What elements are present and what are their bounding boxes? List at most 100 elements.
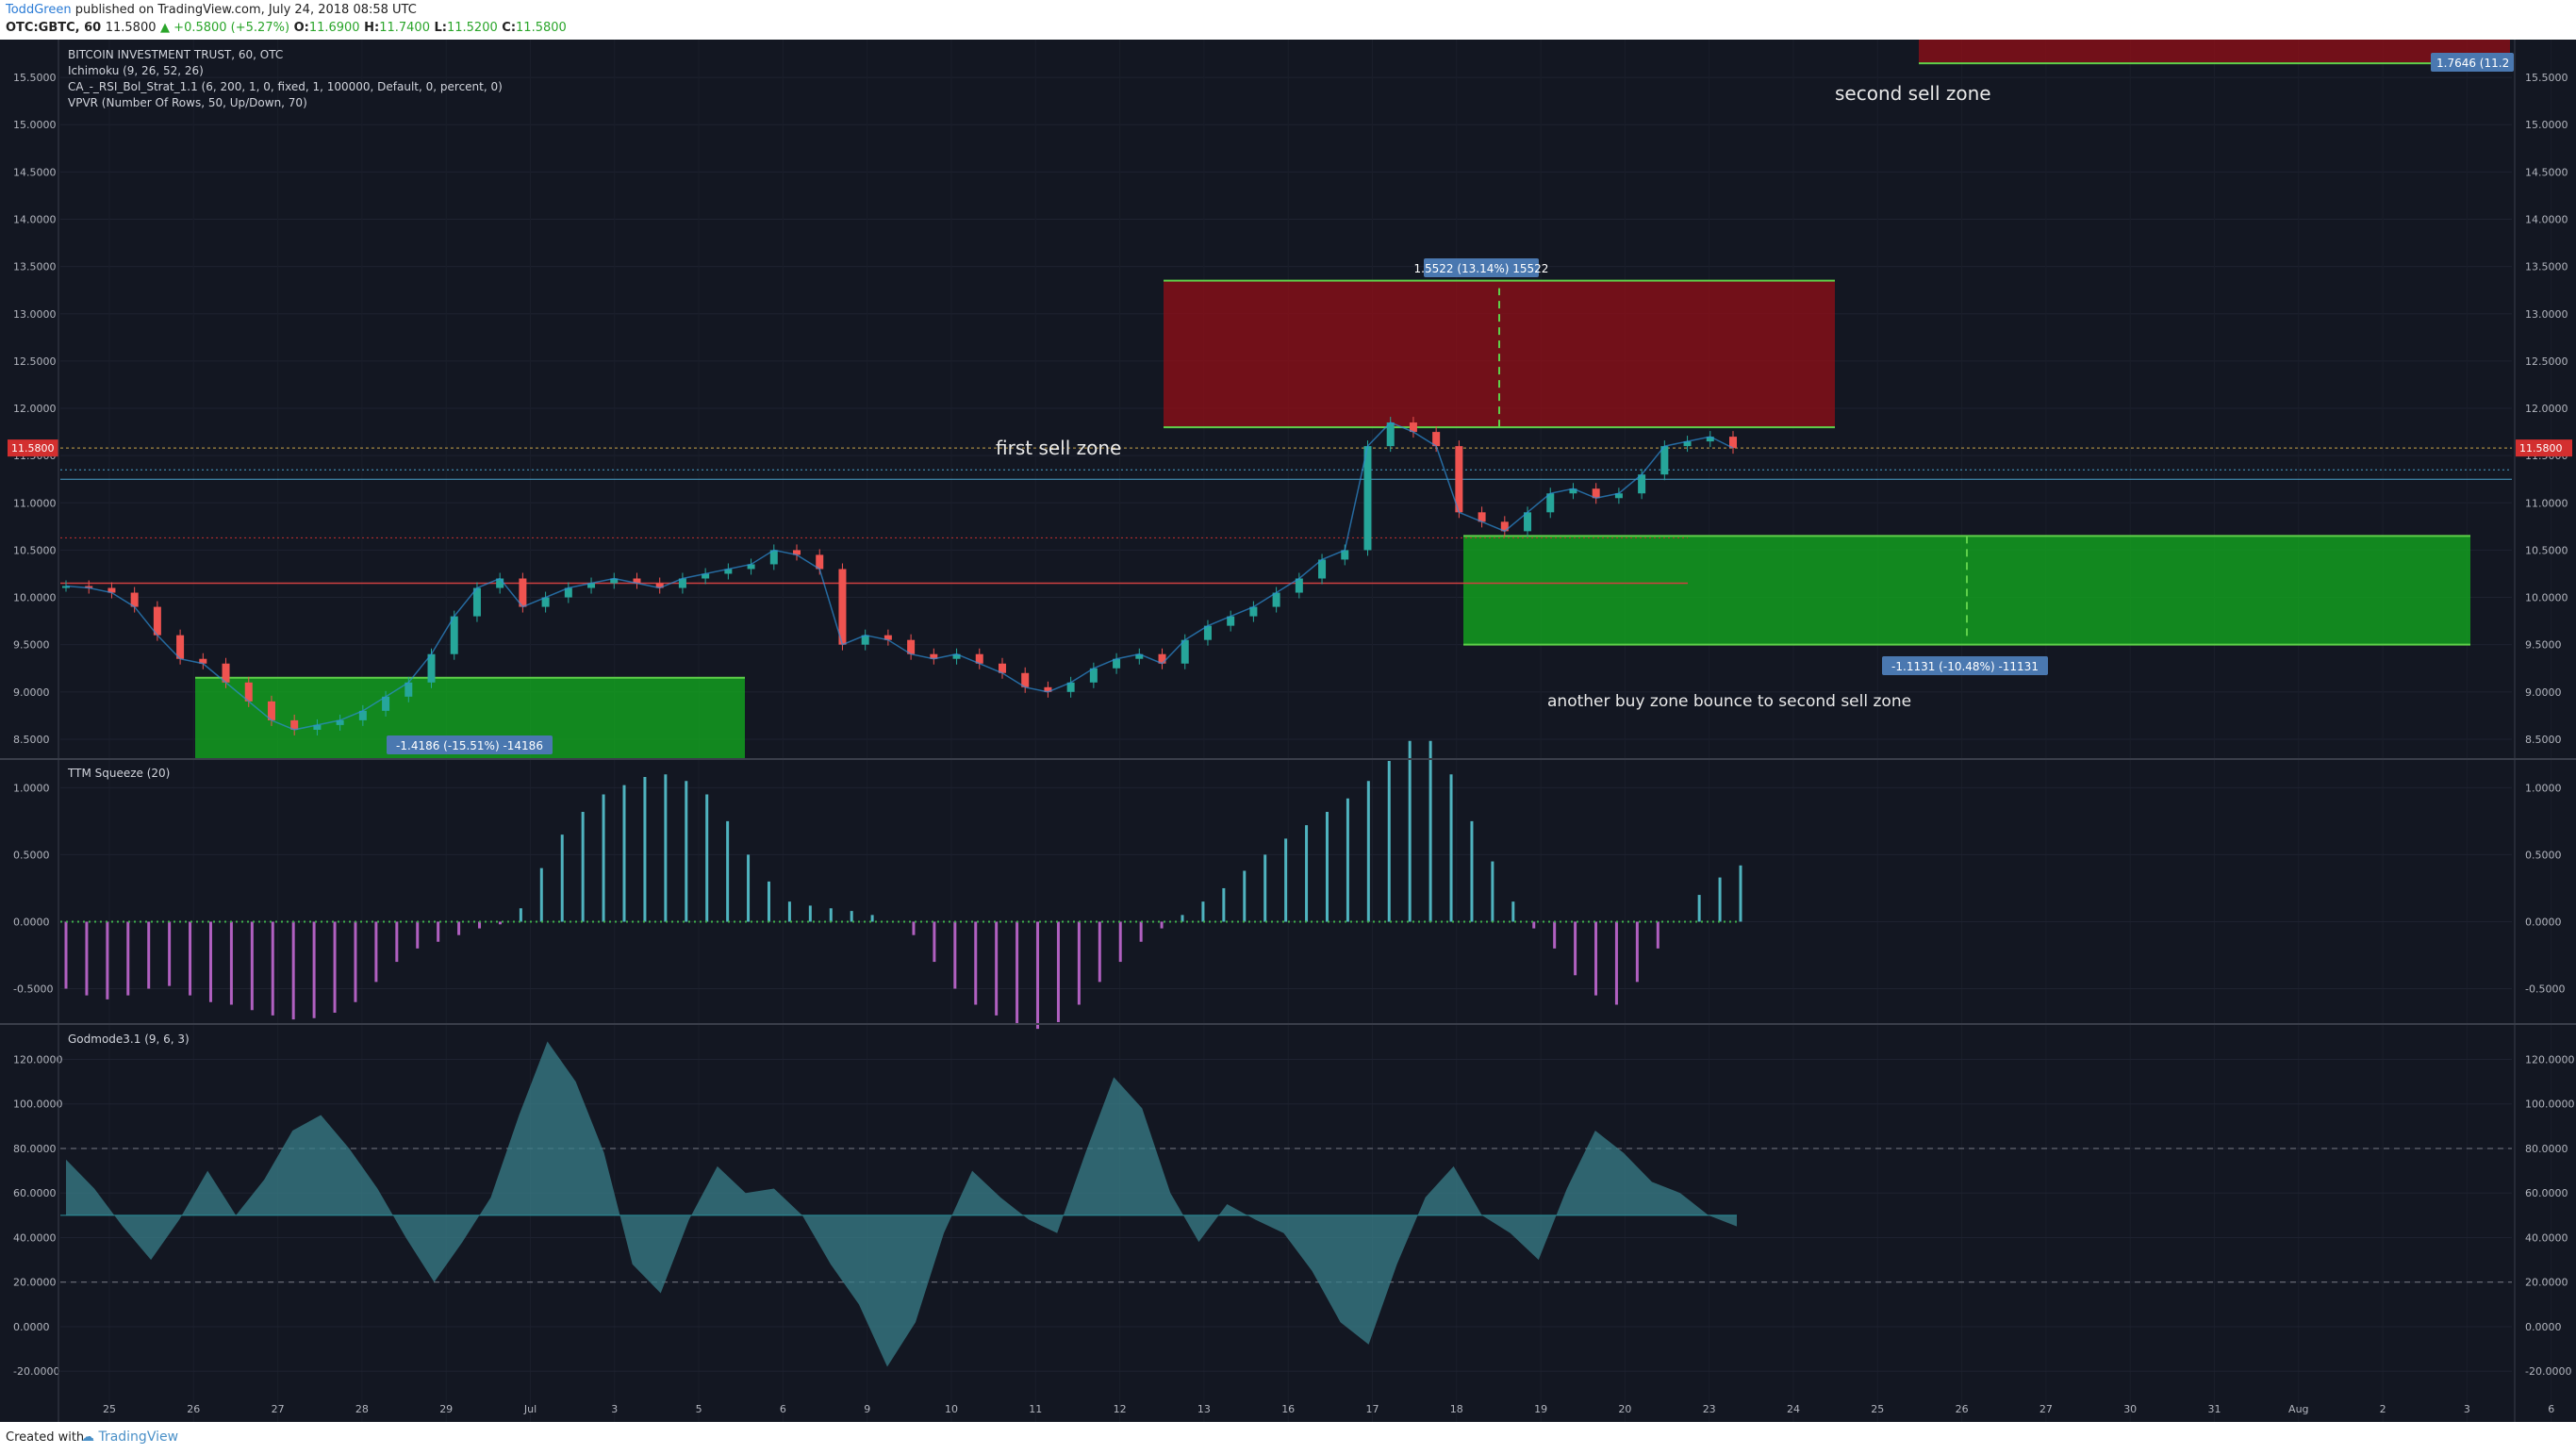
price-tick-right: 8.5000	[2525, 734, 2562, 746]
price-tick-right: 9.5000	[2525, 639, 2562, 652]
candle-body	[1249, 606, 1258, 617]
last-price: 11.5800	[105, 21, 157, 35]
time-tick: 26	[187, 1403, 200, 1415]
ttm-tick-left: -0.5000	[13, 983, 53, 995]
candle-body	[1614, 493, 1623, 499]
candle-body	[907, 639, 916, 654]
legend-godmode[interactable]: Godmode3.1 (9, 6, 3)	[68, 1033, 190, 1046]
publish-line: ToddGreen published on TradingView.com, …	[6, 3, 417, 17]
candle-body	[1089, 668, 1098, 683]
measure-down-badge[interactable]: -1.1131 (-10.48%) -11131	[1882, 656, 2048, 675]
footer: Created with ☁ TradingView	[0, 1422, 2576, 1454]
time-tick: 6	[2548, 1403, 2554, 1415]
price-tick-left: 14.5000	[13, 166, 57, 178]
candle-body	[267, 701, 275, 720]
candle-body	[747, 564, 755, 570]
another-buy-zone-label[interactable]: another buy zone bounce to second sell z…	[1547, 692, 1911, 711]
measure-left-badge[interactable]: -1.4186 (-15.51%) -14186	[387, 735, 553, 754]
svg-text:-1.1131 (-10.48%) -11131: -1.1131 (-10.48%) -11131	[1891, 660, 2039, 673]
godmode-tick-right: 40.0000	[2525, 1231, 2568, 1244]
candle-body	[1158, 653, 1166, 664]
publish-header: ToddGreen published on TradingView.com, …	[0, 0, 2576, 40]
time-tick: 27	[272, 1403, 285, 1415]
candle-body	[952, 653, 961, 659]
price-tag-left-text: 11.5800	[11, 442, 55, 454]
time-tick: 3	[611, 1403, 618, 1415]
legend-ttm[interactable]: TTM Squeeze (20)	[67, 767, 170, 780]
ttm-tick-right: -0.5000	[2525, 983, 2565, 995]
time-tick: 11	[1029, 1403, 1042, 1415]
candle-body	[1432, 432, 1441, 447]
godmode-tick-right: 80.0000	[2525, 1143, 2568, 1155]
published-text: published on TradingView.com, July 24, 2…	[74, 3, 417, 17]
candle-body	[107, 587, 116, 593]
symbol-label: OTC:GBTC, 60	[6, 21, 102, 35]
candle-body	[633, 578, 641, 584]
godmode-tick-left: 20.0000	[13, 1277, 57, 1289]
price-tick-left: 8.5000	[13, 734, 50, 746]
chart-canvas[interactable]: 8.5000 8.5000 9.0000 9.0000 9.5000 9.5000 10.0…	[0, 40, 2576, 1422]
candle-body	[1044, 686, 1052, 692]
ohlc-open: O:11.6900	[293, 21, 360, 35]
candle-body	[450, 616, 458, 654]
sell-zone	[1919, 40, 2510, 64]
price-tick-left: 10.5000	[13, 544, 57, 556]
godmode-tick-left: 80.0000	[13, 1143, 57, 1155]
price-tick-right: 12.0000	[2525, 403, 2568, 415]
candle-body	[724, 569, 733, 574]
measure-top-badge[interactable]: 1.7646 (11.2	[2431, 53, 2514, 72]
time-tick: 12	[1114, 1403, 1127, 1415]
author-link[interactable]: ToddGreen	[6, 3, 72, 17]
legend-ichimoku[interactable]: Ichimoku (9, 26, 52, 26)	[68, 64, 204, 77]
price-tick-left: 15.0000	[13, 119, 57, 131]
candle-body	[244, 682, 253, 702]
candle-body	[1638, 474, 1646, 494]
candle-body	[1272, 592, 1280, 607]
price-tag-right-text: 11.5800	[2519, 442, 2563, 454]
godmode-tick-right: 100.0000	[2525, 1099, 2575, 1111]
candle-body	[290, 719, 299, 730]
candle-body	[678, 578, 686, 588]
price-tick-right: 15.5000	[2525, 72, 2568, 84]
time-tick: 28	[355, 1403, 369, 1415]
candle-body	[222, 663, 230, 683]
time-tick: 2	[2380, 1403, 2386, 1415]
legend-vpvr[interactable]: VPVR (Number Of Rows, 50, Up/Down, 70)	[68, 96, 307, 109]
candle-body	[1478, 512, 1486, 522]
legend-strategy[interactable]: CA_-_RSI_Bol_Strat_1.1 (6, 200, 1, 0, fi…	[68, 80, 503, 93]
second-sell-zone-label[interactable]: second sell zone	[1835, 82, 1991, 105]
ttm-tick-left: 1.0000	[13, 782, 50, 794]
candle-body	[769, 550, 778, 565]
candle-body	[405, 682, 413, 697]
created-with-text: Created with	[6, 1430, 85, 1445]
measure-up-badge[interactable]: 1.5522 (13.14%) 15522	[1414, 258, 1549, 277]
time-tick: 6	[780, 1403, 786, 1415]
time-tick: 10	[945, 1403, 958, 1415]
candle-body	[1227, 616, 1235, 626]
ohlc-high: H:11.7400	[364, 21, 430, 35]
candle-body	[1683, 441, 1692, 447]
time-tick: 29	[439, 1403, 453, 1415]
time-tick: 13	[1197, 1403, 1211, 1415]
price-tick-left: 12.0000	[13, 403, 57, 415]
legend-title[interactable]: BITCOIN INVESTMENT TRUST, 60, OTC	[68, 48, 283, 61]
ttm-tick-left: 0.0000	[13, 916, 50, 928]
symbol-line: OTC:GBTC, 60 11.5800 ▲ +0.5800 (+5.27%) …	[6, 21, 567, 35]
price-tick-left: 12.5000	[13, 355, 57, 368]
price-tick-left: 13.5000	[13, 261, 57, 273]
price-tag-left	[8, 439, 58, 457]
time-tick: 26	[1956, 1403, 1969, 1415]
time-tick: 23	[1703, 1403, 1716, 1415]
candle-body	[85, 586, 93, 588]
time-tick: 31	[2208, 1403, 2221, 1415]
first-sell-zone-label[interactable]: first sell zone	[996, 437, 1121, 459]
tradingview-logo[interactable]: ☁ TradingView	[81, 1429, 179, 1445]
price-tick-left: 15.5000	[13, 72, 57, 84]
godmode-tick-right: 120.0000	[2525, 1053, 2575, 1066]
time-tick: 16	[1281, 1403, 1295, 1415]
candle-body	[975, 653, 983, 664]
price-tick-right: 13.5000	[2525, 261, 2568, 273]
price-tick-right: 11.0000	[2525, 497, 2568, 509]
candle-body	[1135, 653, 1144, 659]
candle-body	[472, 587, 481, 617]
